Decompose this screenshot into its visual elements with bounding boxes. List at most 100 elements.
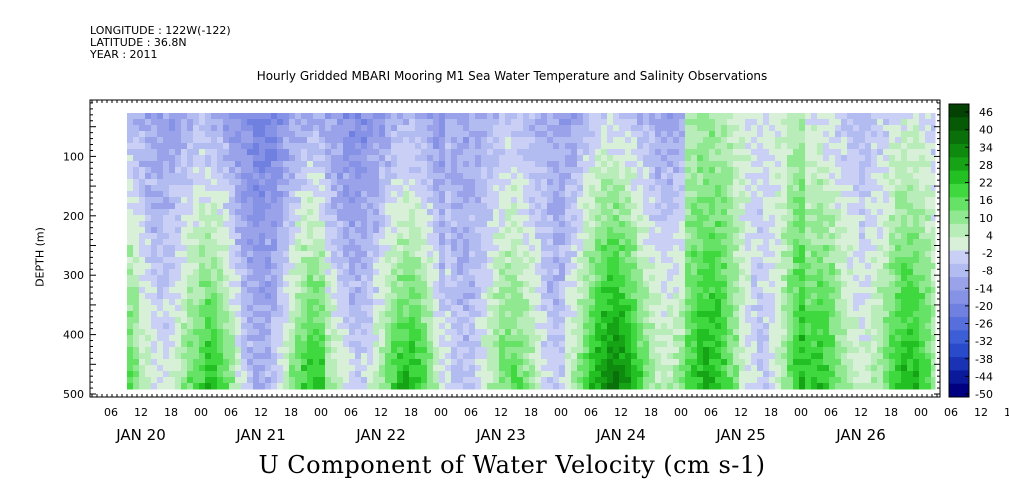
heatmap-cell [661,299,668,306]
heatmap-cell [337,347,344,354]
heatmap-cell [583,227,590,234]
heatmap-cell [403,347,410,354]
heatmap-cell [619,227,626,234]
heatmap-cell [199,377,206,384]
heatmap-cell [439,365,446,372]
heatmap-cell [367,137,374,144]
heatmap-cell [127,287,134,294]
heatmap-cell [361,197,368,204]
heatmap-cell [205,149,212,156]
heatmap-cell [211,317,218,324]
heatmap-cell [355,161,362,168]
heatmap-cell [475,179,482,186]
heatmap-cell [277,239,284,246]
heatmap-cell [493,281,500,288]
heatmap-cell [505,371,512,378]
heatmap-cell [559,341,566,348]
heatmap-cell [361,179,368,186]
heatmap-cell [181,221,188,228]
heatmap-cell [655,257,662,264]
heatmap-cell [205,365,212,372]
heatmap-cell [661,203,668,210]
heatmap-cell [397,191,404,198]
heatmap-cell [697,335,704,342]
heatmap-cell [637,257,644,264]
heatmap-cell [583,131,590,138]
heatmap-cell [241,179,248,186]
heatmap-cell [271,329,278,336]
heatmap-cell [583,245,590,252]
heatmap-cell [397,341,404,348]
heatmap-cell [343,329,350,336]
heatmap-cell [319,137,326,144]
heatmap-cell [295,161,302,168]
heatmap-cell [307,257,314,264]
heatmap-cell [505,341,512,348]
heatmap-cell [661,329,668,336]
heatmap-cell [643,191,650,198]
heatmap-cell [133,155,140,162]
heatmap-cell [727,239,734,246]
heatmap-cell [457,371,464,378]
heatmap-cell [373,191,380,198]
heatmap-cell [445,215,452,222]
heatmap-cell [721,191,728,198]
heatmap-cell [763,227,770,234]
heatmap-cell [703,245,710,252]
heatmap-cell [565,227,572,234]
heatmap-cell [337,257,344,264]
heatmap-cell [769,167,776,174]
heatmap-cell [133,149,140,156]
heatmap-cell [415,341,422,348]
heatmap-cell [721,347,728,354]
heatmap-cell [175,113,182,120]
heatmap-cell [259,179,266,186]
heatmap-cell [631,179,638,186]
heatmap-cell [169,269,176,276]
heatmap-cell [409,233,416,240]
heatmap-cell [751,131,758,138]
heatmap-cell [403,287,410,294]
heatmap-cell [757,149,764,156]
heatmap-cell [547,143,554,150]
heatmap-cell [565,215,572,222]
heatmap-cell [157,125,164,132]
heatmap-cell [535,233,542,240]
heatmap-cell [769,371,776,378]
heatmap-cell [691,119,698,126]
heatmap-cell [301,275,308,282]
heatmap-cell [229,335,236,342]
heatmap-cell [301,179,308,186]
heatmap-cell [355,281,362,288]
heatmap-cell [631,275,638,282]
heatmap-cell [295,209,302,216]
heatmap-cell [169,119,176,126]
heatmap-cell [355,305,362,312]
heatmap-cell [589,269,596,276]
heatmap-cell [283,167,290,174]
heatmap-cell [397,125,404,132]
heatmap-cell [421,263,428,270]
heatmap-cell [379,215,386,222]
heatmap-cell [163,191,170,198]
heatmap-cell [697,293,704,300]
heatmap-cell [349,233,356,240]
heatmap-cell [769,299,776,306]
heatmap-cell [487,149,494,156]
heatmap-cell [709,383,716,390]
heatmap-cell [661,287,668,294]
heatmap-cell [445,293,452,300]
heatmap-cell [181,293,188,300]
heatmap-cell [229,251,236,258]
heatmap-cell [433,305,440,312]
heatmap-cell [421,299,428,306]
heatmap-cell [463,215,470,222]
heatmap-cell [505,167,512,174]
heatmap-cell [481,383,488,390]
heatmap-cell [439,329,446,336]
heatmap-cell [499,155,506,162]
heatmap-cell [343,191,350,198]
heatmap-cell [421,113,428,120]
heatmap-cell [349,161,356,168]
heatmap-cell [301,155,308,162]
